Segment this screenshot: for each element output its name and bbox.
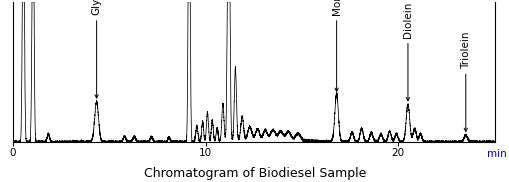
- Text: Diolein: Diolein: [402, 1, 412, 101]
- Text: Chromatogram of Biodiesel Sample: Chromatogram of Biodiesel Sample: [144, 167, 365, 180]
- Text: Triolein: Triolein: [460, 31, 470, 131]
- Text: min: min: [486, 149, 506, 159]
- Text: Glycerin: Glycerin: [92, 0, 101, 98]
- Text: Monoolein: Monoolein: [331, 0, 341, 91]
